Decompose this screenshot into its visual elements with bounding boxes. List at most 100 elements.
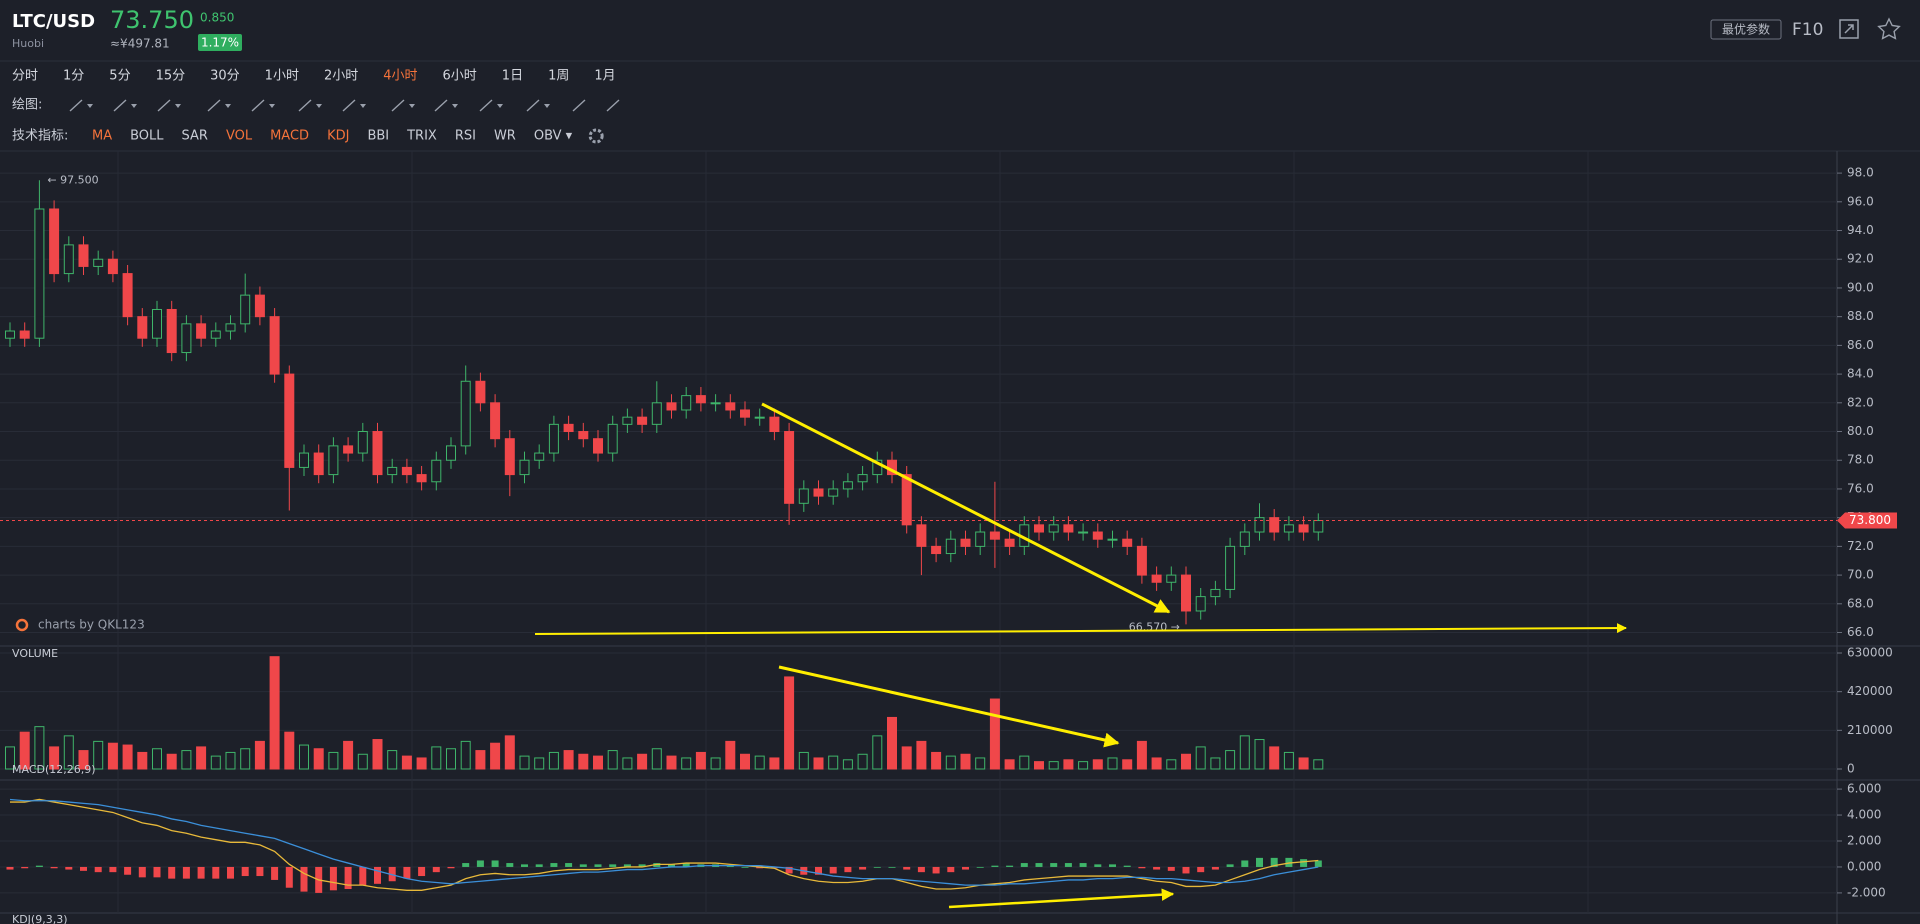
volume-bar — [1034, 761, 1044, 770]
macd-histogram-bar — [609, 864, 617, 867]
drawing-tool[interactable] — [434, 99, 448, 112]
macd-histogram-bar — [506, 863, 514, 867]
volume-bar — [1269, 746, 1280, 770]
volume-bar — [710, 757, 721, 770]
macd-line — [10, 798, 1319, 891]
indicator-button[interactable]: TRIX — [406, 129, 437, 144]
y-tick-label: 0 — [1847, 762, 1855, 776]
dropdown-caret — [409, 104, 415, 108]
macd-histogram-bar — [1197, 866, 1205, 873]
candle-body — [681, 395, 692, 411]
indicator-button[interactable]: MA — [92, 129, 112, 144]
timeframe-button[interactable]: 分时 — [12, 69, 38, 84]
indicator-button[interactable]: RSI — [455, 129, 476, 144]
timeframe-button[interactable]: 1小时 — [265, 69, 299, 84]
macd-histogram-bar — [1256, 857, 1263, 867]
y-tick-label: 2.000 — [1847, 834, 1881, 848]
candle-body — [475, 380, 486, 404]
drawing-tool[interactable] — [157, 99, 171, 112]
y-tick-label: 84.0 — [1847, 367, 1874, 381]
f10-button[interactable]: F10 — [1792, 20, 1823, 40]
volume-bar — [651, 748, 662, 770]
volume-bar — [490, 742, 501, 770]
candle-body — [196, 323, 207, 339]
best-params-button[interactable] — [1710, 19, 1782, 40]
candle-body — [372, 431, 383, 476]
indicator-button[interactable]: KDJ — [327, 129, 349, 144]
drawing-tool[interactable] — [391, 99, 405, 112]
candle-body — [842, 481, 853, 490]
indicator-button[interactable]: SAR — [182, 129, 208, 144]
drawing-tool[interactable] — [69, 99, 83, 112]
volume-bar — [901, 746, 912, 770]
candle-body — [1283, 524, 1294, 533]
candle-body — [593, 438, 603, 454]
volume-bar — [299, 744, 309, 770]
macd-histogram-bar — [1138, 866, 1146, 869]
candle-body — [401, 466, 412, 476]
volume-bar — [34, 726, 45, 770]
volume-bar — [1063, 759, 1074, 770]
macd-histogram-bar — [94, 866, 102, 873]
drawing-tool[interactable] — [572, 99, 586, 112]
candle-body — [813, 488, 824, 497]
timeframe-button[interactable]: 1周 — [548, 69, 569, 84]
drawing-tool[interactable] — [606, 99, 620, 112]
indicator-button[interactable]: OBV ▾ — [534, 129, 573, 144]
last-price: 73.750 — [110, 6, 194, 34]
timeframe-button[interactable]: 30分 — [210, 69, 240, 84]
candle-body — [857, 474, 868, 483]
best-params-label[interactable]: 最优参数 — [1722, 22, 1770, 37]
timeframe-button[interactable]: 5分 — [109, 69, 130, 84]
timeframe-button[interactable]: 15分 — [156, 69, 186, 84]
candle-body — [152, 308, 162, 339]
timeframe-button[interactable]: 1分 — [63, 69, 84, 84]
drawing-tool[interactable] — [207, 99, 221, 112]
indicator-button[interactable]: VOL — [226, 129, 253, 144]
timeframe-button[interactable]: 1日 — [502, 69, 523, 84]
macd-histogram-bar — [844, 866, 852, 873]
macd-histogram-bar — [1064, 863, 1072, 867]
volume-bar — [798, 751, 809, 770]
drawing-tool[interactable] — [526, 99, 540, 112]
macd-histogram-bar — [682, 863, 690, 867]
drawing-tool[interactable] — [342, 99, 356, 112]
favorite-icon[interactable] — [1877, 17, 1901, 40]
timeframe-button[interactable]: 4小时 — [383, 69, 417, 84]
change-badge — [198, 34, 242, 51]
candle-body — [107, 258, 118, 275]
drawing-tool[interactable] — [479, 99, 493, 112]
volume-bar — [975, 757, 986, 770]
indicator-button[interactable]: BBI — [367, 129, 389, 144]
volume-bar — [842, 759, 853, 770]
macd-histogram-bar — [447, 866, 455, 869]
drawing-tool[interactable] — [251, 99, 265, 112]
indicator-button[interactable]: BOLL — [130, 129, 164, 144]
candle-body — [622, 416, 633, 425]
drawing-tool[interactable] — [113, 99, 127, 112]
timeframe-button[interactable]: 1月 — [594, 69, 615, 84]
indicator-button[interactable]: MACD — [270, 129, 309, 144]
dropdown-caret — [269, 104, 275, 108]
candle-body — [328, 445, 339, 476]
indicator-button[interactable]: WR — [494, 129, 516, 144]
volume-bar — [1210, 757, 1221, 770]
timeframe-button[interactable]: 6小时 — [443, 69, 477, 84]
last-price-tag-label: 73.800 — [1849, 513, 1891, 527]
volume-bar — [269, 656, 280, 770]
timeframe-button[interactable]: 2小时 — [324, 69, 358, 84]
settings-icon[interactable] — [588, 128, 604, 144]
candle-body — [901, 474, 912, 526]
macd-histogram-bar — [256, 866, 264, 877]
drawing-tools — [69, 99, 620, 112]
macd-histogram-bar — [462, 863, 470, 867]
volume-bar — [1048, 761, 1059, 770]
dropdown-caret — [131, 104, 137, 108]
y-tick-label: 76.0 — [1847, 481, 1874, 495]
macd-histogram-bar — [1050, 863, 1058, 867]
volume-bar — [725, 740, 736, 770]
drawing-tool[interactable] — [298, 99, 312, 112]
volume-bar — [813, 757, 824, 770]
fullscreen-icon[interactable] — [1839, 19, 1859, 39]
